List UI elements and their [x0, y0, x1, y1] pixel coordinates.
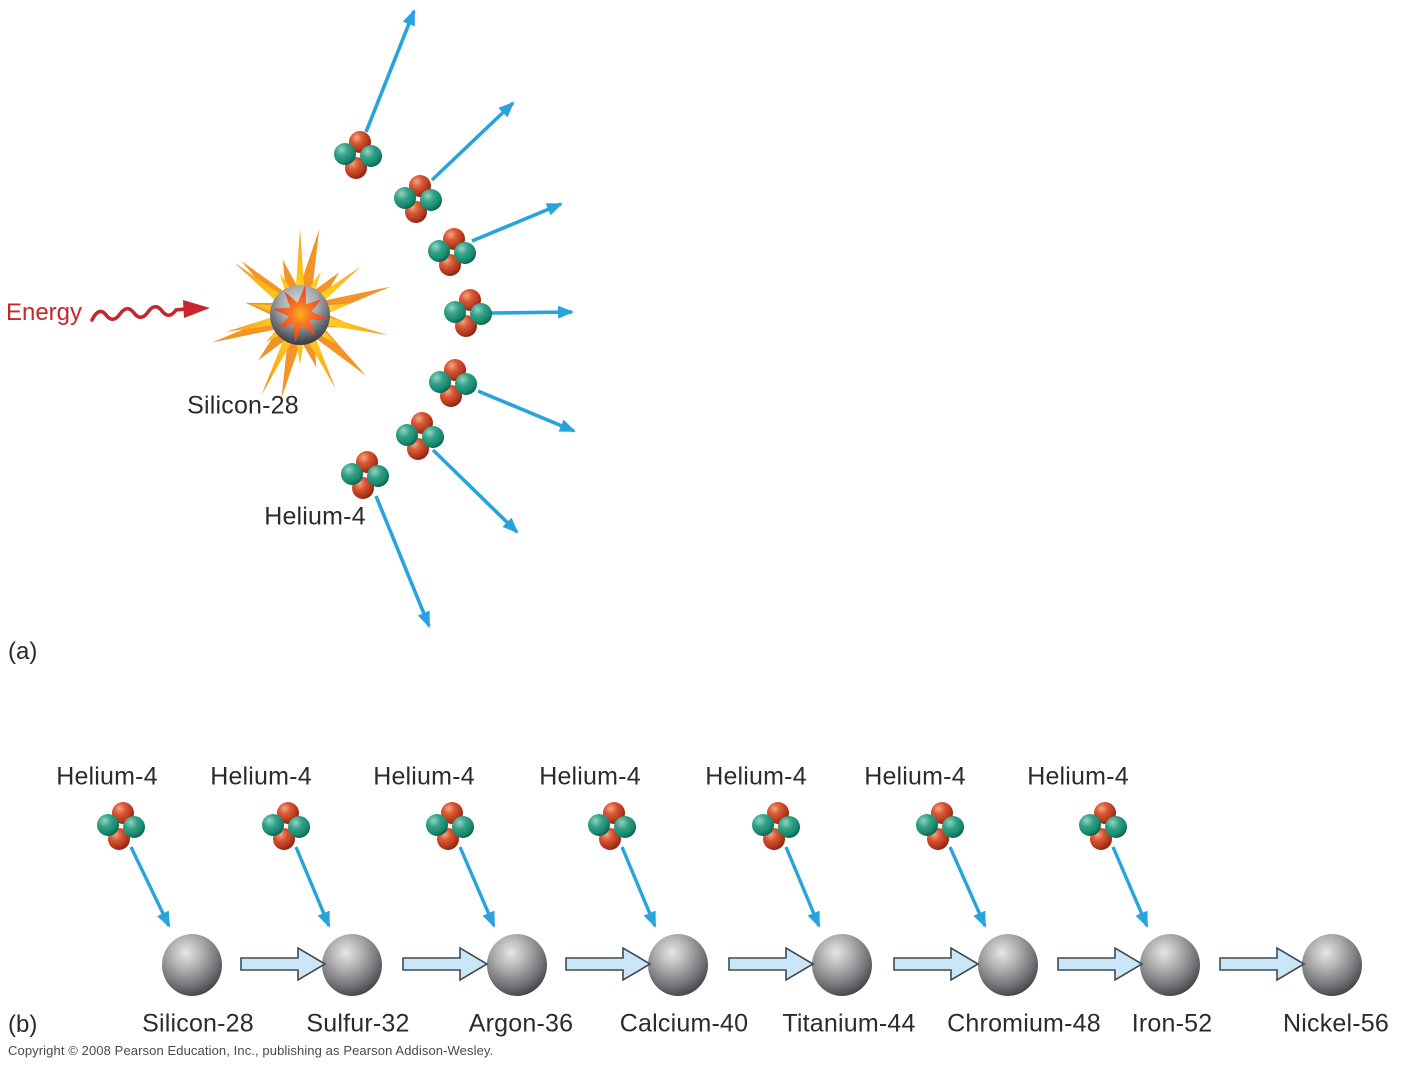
element-sphere: [487, 934, 547, 996]
helium-4-label: Helium-4: [210, 762, 312, 791]
ejection-arrows: [364, 9, 576, 628]
copyright-text: Copyright © 2008 Pearson Education, Inc.…: [8, 1043, 494, 1058]
element-spheres: [162, 934, 1362, 996]
element-sphere: [648, 934, 708, 996]
helium-4-nucleus-icon: [426, 802, 474, 850]
helium-4-nucleus-icon: [97, 802, 145, 850]
explosion-star-icon: [272, 285, 329, 343]
helium-4-nucleus-icon: [916, 802, 964, 850]
helium-4-nucleus-icon: [752, 802, 800, 850]
element-label: Nickel-56: [1283, 1009, 1389, 1038]
block-arrow-icon: [728, 947, 814, 981]
energy-wave-arrow: [90, 300, 210, 322]
energy-label: Energy: [5, 299, 83, 326]
helium-4-nucleus-icon: [262, 802, 310, 850]
block-arrow-icon: [240, 947, 326, 981]
helium-4-label: Helium-4: [539, 762, 641, 791]
element-label: Sulfur-32: [306, 1009, 410, 1038]
block-arrow-icon: [565, 947, 651, 981]
panel-a-tag: (a): [8, 638, 38, 665]
element-sphere: [812, 934, 872, 996]
element-label: Argon-36: [468, 1009, 574, 1038]
element-label: Silicon-28: [142, 1009, 254, 1038]
starburst-icon: [212, 229, 391, 398]
helium-4-nucleus-icon: [444, 289, 492, 337]
capture-arrows: [129, 846, 1149, 928]
helium-4-nucleus-icon: [394, 175, 442, 223]
panel-b-tag: (b): [8, 1011, 38, 1038]
helium-4-label: Helium-4: [56, 762, 158, 791]
element-label: Iron-52: [1131, 1009, 1213, 1038]
helium-4-label: Helium-4: [864, 762, 966, 791]
element-sphere: [322, 934, 382, 996]
block-arrow-icon: [402, 947, 488, 981]
element-sphere: [1302, 934, 1362, 996]
element-label: Chromium-48: [947, 1009, 1101, 1038]
helium-4-nucleus-icon: [429, 359, 477, 407]
helium-4-label: Helium-4: [705, 762, 807, 791]
element-sphere: [1140, 934, 1200, 996]
block-arrow-icon: [893, 947, 979, 981]
helium-4-label: Helium-4: [373, 762, 475, 791]
helium-4-nuclei-a: [334, 131, 492, 499]
element-label: Titanium-44: [782, 1009, 916, 1038]
element-sphere: [162, 934, 222, 996]
silicon-28-label: Silicon-28: [187, 391, 299, 420]
helium-4-nucleus-icon: [428, 228, 476, 276]
block-arrow-icon: [1219, 947, 1305, 981]
element-label: Calcium-40: [619, 1009, 749, 1038]
helium-4-nucleus-icon: [334, 131, 382, 179]
helium-4-label: Helium-4: [1027, 762, 1129, 791]
block-arrow-icon: [1057, 947, 1143, 981]
helium-4-nucleus-icon: [588, 802, 636, 850]
helium-4-nucleus-icon: [341, 451, 389, 499]
helium-4-nucleus-icon: [1079, 802, 1127, 850]
helium-4-nuclei-b: [97, 802, 1127, 850]
helium-4-label: Helium-4: [264, 502, 366, 531]
element-sphere: [978, 934, 1038, 996]
